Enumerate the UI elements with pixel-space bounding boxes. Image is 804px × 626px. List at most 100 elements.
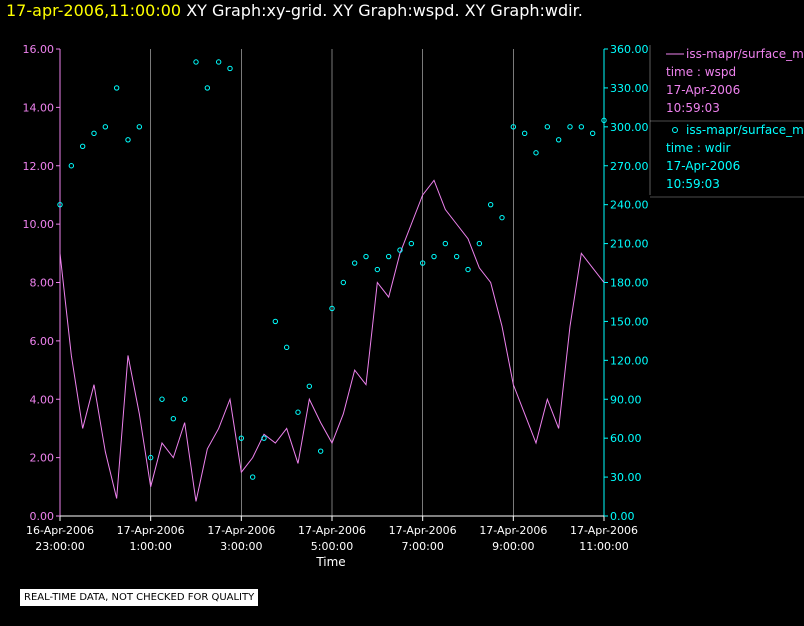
header-graph-list: XY Graph:xy-grid. XY Graph:wspd. XY Grap…: [186, 1, 583, 20]
legend-entry-text: iss-mapr/surface_m: [686, 47, 804, 61]
left-tick-label: 12.00: [23, 160, 55, 173]
wdir-point: [136, 124, 143, 130]
x-tick-time: 11:00:00: [579, 540, 628, 553]
wspd-line: [59, 179, 605, 502]
wdir-point: [555, 137, 562, 143]
x-tick-date: 17-Apr-2006: [389, 524, 457, 537]
right-tick-label: 240.00: [610, 199, 649, 212]
legend-entry-text: 10:59:03: [666, 101, 720, 115]
right-tick-label: 60.00: [610, 432, 642, 445]
x-tick-date: 17-Apr-2006: [117, 524, 185, 537]
left-tick-label: 4.00: [30, 393, 55, 406]
wdir-point: [385, 253, 392, 260]
series-layer: [57, 59, 607, 502]
legend-swatch-circle: [672, 127, 678, 133]
x-tick-date: 17-Apr-2006: [570, 524, 638, 537]
wdir-point: [317, 448, 324, 454]
wdir-point: [170, 416, 177, 422]
wdir-point: [159, 396, 165, 402]
wdir-point: [397, 247, 403, 253]
wdir-point: [374, 266, 381, 273]
x-tick-time: 9:00:00: [492, 540, 534, 553]
wdir-point: [261, 435, 267, 441]
wdir-point: [431, 253, 437, 260]
wdir-point: [601, 117, 607, 124]
wdir-point: [363, 253, 369, 260]
wdir-point: [57, 201, 63, 208]
left-tick-label: 6.00: [30, 335, 55, 348]
right-tick-label: 30.00: [610, 471, 642, 484]
x-tick-date: 17-Apr-2006: [479, 524, 547, 537]
wdir-point: [238, 435, 245, 441]
legend-entry-text: time : wdir: [666, 141, 731, 155]
wdir-point: [68, 163, 75, 169]
right-axis-tick-labels: 0.00 30.00 60.00 90.00 120.00 150.00 180.00 210…: [610, 43, 649, 523]
x-tick-date: 17-Apr-2006: [298, 524, 366, 537]
left-tick-label: 8.00: [30, 277, 55, 290]
wdir-point: [487, 201, 494, 208]
wdir-point: [533, 150, 539, 156]
right-tick-label: 0.00: [610, 510, 635, 523]
wdir-point: [476, 240, 483, 247]
wdir-point: [113, 85, 120, 91]
wdir-point: [351, 260, 358, 266]
right-tick-label: 270.00: [610, 160, 649, 173]
wdir-point: [521, 130, 528, 137]
grid-lines: [150, 49, 514, 516]
wdir-point: [453, 253, 460, 260]
legend-entry-text: 17-Apr-2006: [666, 159, 740, 173]
legend-entry-text: 10:59:03: [666, 177, 720, 191]
right-tick-label: 360.00: [610, 43, 649, 56]
wdir-point: [589, 130, 596, 137]
wdir-point: [544, 124, 551, 130]
right-tick-label: 180.00: [610, 277, 649, 290]
quality-notice: REAL-TIME DATA, NOT CHECKED FOR QUALITY: [20, 589, 259, 606]
right-tick-label: 90.00: [610, 393, 642, 406]
right-tick-label: 300.00: [610, 121, 649, 134]
wdir-point: [125, 137, 131, 143]
wdir-point: [193, 59, 199, 65]
legend-entry-text: time : wspd: [666, 65, 736, 79]
x-tick-date: 17-Apr-2006: [207, 524, 275, 537]
wdir-point: [79, 143, 86, 149]
wdir-point: [295, 409, 301, 415]
legend-entry-text: iss-mapr/surface_m: [686, 123, 804, 137]
x-tick-time: 23:00:00: [35, 540, 84, 553]
wdir-point: [419, 260, 426, 266]
wdir-point: [499, 214, 505, 221]
wdir-point: [227, 65, 233, 72]
wdir-point: [442, 240, 449, 247]
wdir-point: [306, 383, 313, 389]
wdir-point: [147, 454, 154, 461]
x-tick-time: 5:00:00: [311, 540, 353, 553]
right-tick-label: 150.00: [610, 315, 649, 328]
header-timestamp: 17-apr-2006,11:00:00: [6, 1, 182, 20]
wdir-point: [408, 240, 415, 247]
x-tick-date: 16-Apr-2006: [26, 524, 94, 537]
wdir-point: [340, 279, 347, 286]
x-tick-time: 1:00:00: [129, 540, 171, 553]
wdir-point: [91, 130, 97, 137]
wdir-point: [283, 344, 290, 351]
legend-entry-text: 17-Apr-2006: [666, 83, 740, 97]
wdir-point: [578, 124, 585, 130]
x-axis-label: Time: [315, 555, 345, 569]
wdir-point: [510, 124, 517, 130]
wdir-point: [102, 124, 109, 130]
wdir-point: [465, 266, 471, 273]
wdir-point: [329, 305, 335, 312]
wdir-point: [181, 396, 188, 402]
left-tick-label: 2.00: [30, 452, 55, 465]
x-tick-labels: 16-Apr-2006 23:00:00 17-Apr-2006 1:00:00 17-…: [26, 524, 638, 553]
right-tick-label: 120.00: [610, 354, 649, 367]
right-tick-label: 210.00: [610, 238, 649, 251]
x-tick-time: 7:00:00: [401, 540, 443, 553]
wdir-point: [567, 124, 573, 130]
left-tick-label: 14.00: [23, 101, 55, 114]
wdir-point: [215, 59, 222, 65]
left-tick-label: 16.00: [23, 43, 55, 56]
wdir-point: [204, 85, 211, 91]
wdir-point: [272, 318, 279, 325]
